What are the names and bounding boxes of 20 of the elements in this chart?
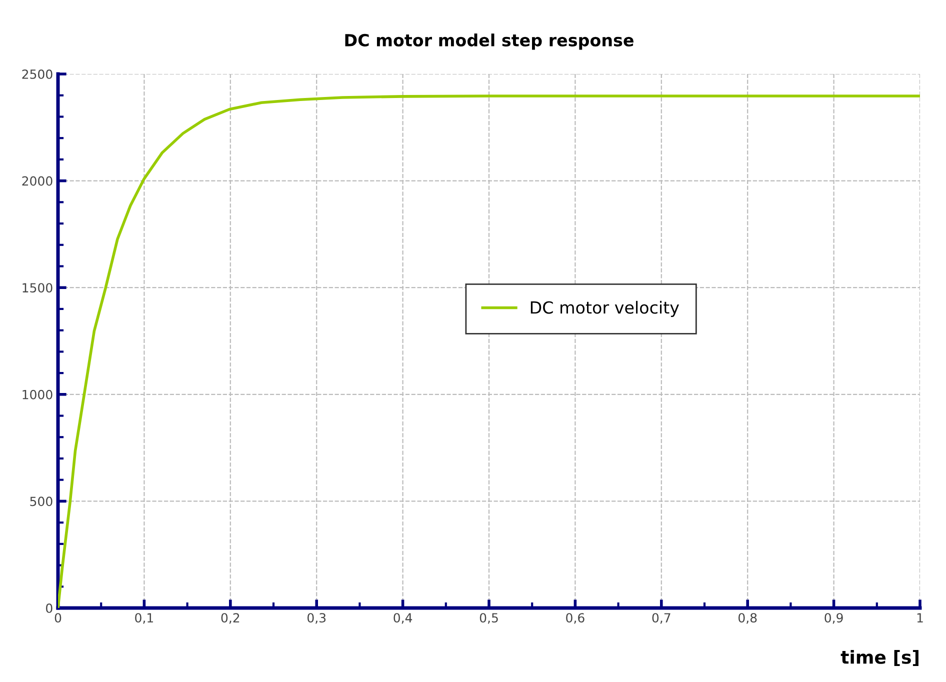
y-tick-label: 1000 [22, 390, 52, 400]
x-tick-label: 0,5 [480, 613, 498, 624]
x-tick-label: 0 [54, 613, 62, 623]
chart-title: DC motor model step response [345, 34, 634, 50]
x-tick-label: 0,9 [824, 613, 843, 624]
x-tick-label: 0,6 [566, 613, 584, 624]
x-tick-label: 0,2 [221, 613, 240, 624]
x-tick-label: 1 [917, 613, 923, 622]
x-tick-label: 0,3 [307, 613, 326, 624]
x-tick-label: 0,8 [738, 613, 757, 624]
y-tick-label: 2000 [22, 176, 52, 186]
x-axis-title: time [s] [840, 650, 918, 666]
legend-label: DC motor velocity [530, 300, 679, 318]
x-tick-label: 0,4 [394, 613, 412, 624]
x-tick-label: 0,7 [652, 613, 670, 624]
y-tick-label: 500 [30, 496, 52, 506]
y-tick-label: 0 [46, 603, 52, 613]
y-tick-label: 1500 [22, 283, 52, 293]
y-tick-label: 2500 [22, 69, 52, 79]
x-tick-label: 0,1 [135, 613, 153, 624]
